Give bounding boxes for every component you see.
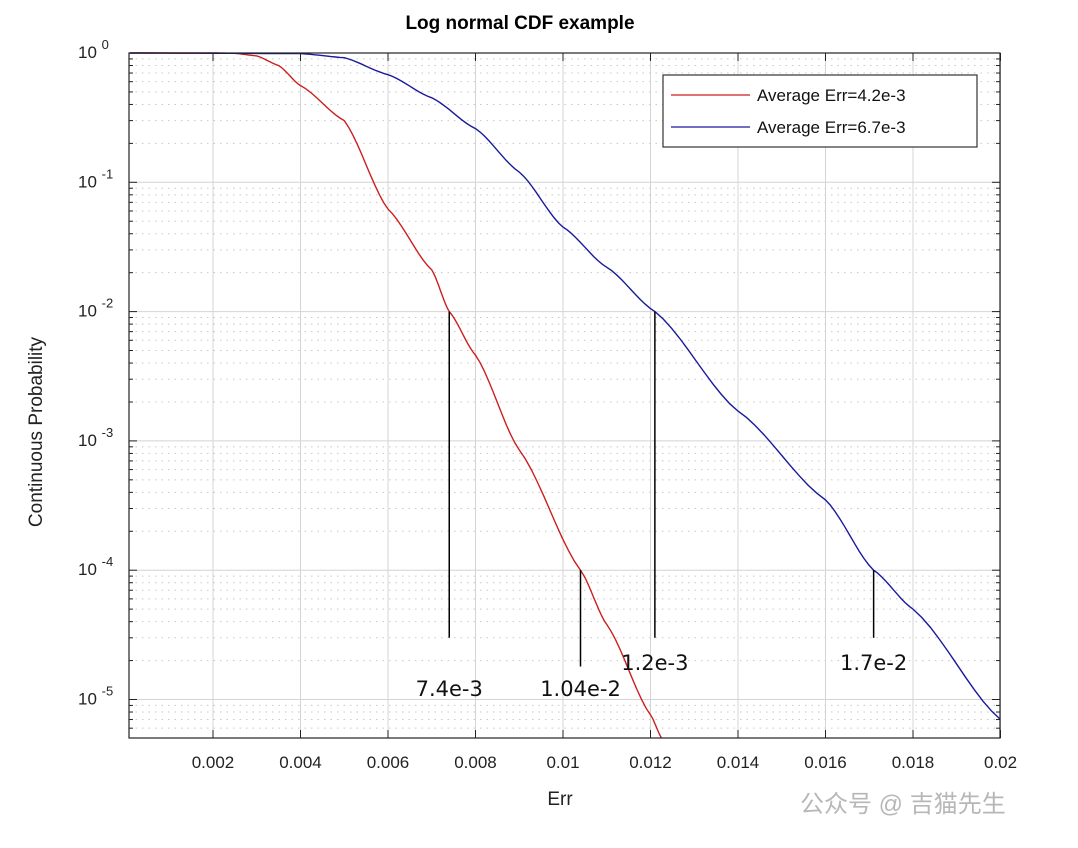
y-axis-label: Continuous Probability [26,336,47,527]
x-tick-label: 0.018 [892,753,935,772]
x-tick-label: 0.008 [454,753,497,772]
watermark: 公众号 @ 吉猫先生 [800,791,1006,818]
y-tick-label: 10 0 [78,37,109,62]
x-tick-label: 0.004 [279,753,322,772]
annotations: 7.4e-3 1.04e-21.2e-3 1.7e-2 [416,311,907,701]
x-tick-label: 0.014 [717,753,760,772]
annotation-label: 1.2e-3 [621,651,688,675]
annotation-label: 1.7e-2 [840,651,907,675]
legend: Average Err=4.2e-3 Average Err=6.7e-3 [662,74,978,148]
y-tick-label: 10 -2 [78,296,113,321]
legend-box [662,74,978,148]
series-line-2 [129,52,1000,720]
series-group [129,52,1000,738]
chart-title: Log normal CDF example [405,13,634,34]
y-tick-label: 10 -4 [78,554,113,579]
x-tick-label: 0.002 [192,753,235,772]
annotation-label: 7.4e-3 [416,677,483,701]
legend-label-2: Average Err=6.7e-3 [757,118,906,137]
series-line-1 [129,52,663,738]
x-tick-label: 0.02 [984,753,1017,772]
y-tick-label: 10 -1 [78,166,113,191]
grid [129,52,1001,738]
x-tick-label: 0.012 [629,753,672,772]
legend-label-1: Average Err=4.2e-3 [757,86,906,105]
x-tick-label: 0.006 [367,753,410,772]
y-tick-label: 10 -3 [78,425,113,450]
plot-frame [128,52,1001,739]
x-axis-label: Err [547,789,573,810]
x-tick-label: 0.01 [546,753,579,772]
x-tick-label: 0.016 [804,753,847,772]
y-tick-label: 10 -5 [78,684,113,709]
annotation-label: 1.04e-2 [540,677,621,701]
ticks: 0.002 0.004 0.006 0.008 0.01 0.012 0.014 0.016 0… [78,37,1017,772]
